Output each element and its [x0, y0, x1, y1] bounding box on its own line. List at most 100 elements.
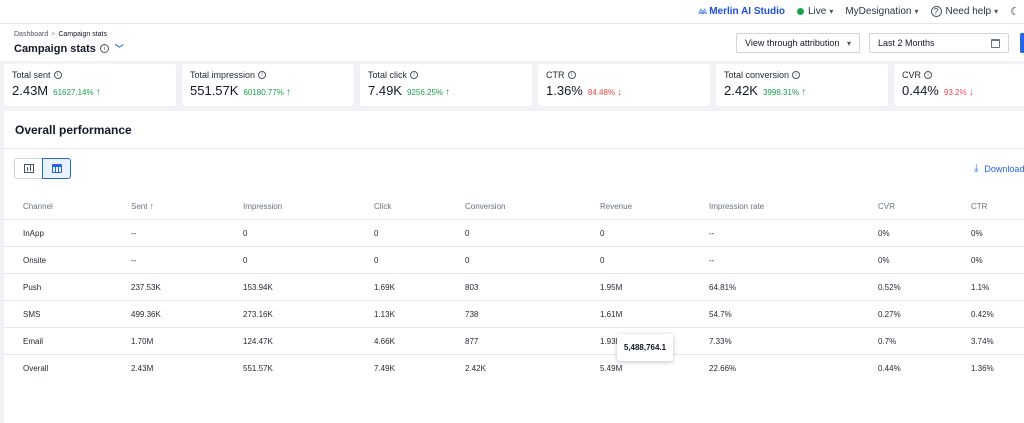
arrow-down-icon: ↓	[617, 87, 623, 98]
page-header: Dashboard > Campaign stats Campaign stats …	[0, 24, 1024, 61]
chevron-down-icon: ▾	[914, 7, 919, 16]
kpi-change: 60180.77% ↑	[243, 87, 290, 98]
date-range-picker[interactable]: Last 2 Months	[869, 33, 1009, 53]
table-cell: 1.70M	[131, 337, 154, 346]
live-environment-dropdown[interactable]: Live ▾	[796, 6, 833, 17]
top-navigation-bar: ⩓⩓ Merlin AI Studio Live ▾ MyDesignation…	[0, 0, 1024, 24]
kpi-change: 9256.25% ↑	[407, 87, 450, 98]
table-cell: 1.1%	[971, 283, 990, 292]
workspace-dropdown[interactable]: MyDesignation ▾	[845, 6, 918, 17]
kpi-label: Total sent	[12, 70, 51, 80]
table-cell: 64.81%	[709, 283, 737, 292]
help-dropdown[interactable]: ? Need help ▾	[930, 6, 998, 17]
overall-performance-panel: Overall performance ⤓ Download Channel S…	[4, 111, 1024, 423]
table-row: Onsite -- 0 0 0 0 -- 0% 0%	[4, 247, 1024, 274]
download-button[interactable]: ⤓ Download	[974, 163, 1024, 174]
kpi-card-total-sent: Total sent i 2.43M 61627.14% ↑	[4, 64, 176, 106]
kpi-card-cvr: CVR i 0.44% 93.2% ↓	[894, 64, 1024, 106]
kpi-card-ctr: CTR i 1.36% 84.48% ↓	[538, 64, 710, 106]
kpi-value: 2.43M	[12, 83, 49, 98]
chevron-down-icon[interactable]: ﹀	[114, 44, 124, 54]
table-cell: InApp	[23, 229, 44, 238]
info-icon[interactable]: i	[924, 71, 933, 79]
date-range-value: Last 2 Months	[878, 38, 935, 48]
arrow-up-icon: ↑	[445, 87, 451, 98]
info-icon[interactable]: i	[99, 44, 109, 53]
column-header-sent-label: Sent	[131, 202, 148, 211]
arrow-down-icon: ↓	[968, 87, 974, 98]
performance-table: Channel Sent ↑ Impression Click Conversio…	[4, 193, 1024, 382]
apply-button-edge[interactable]	[1020, 33, 1024, 53]
column-header-cvr[interactable]: CVR	[878, 202, 895, 211]
caret-down-icon: ▾	[846, 38, 851, 48]
kpi-change: 84.48% ↓	[588, 87, 622, 98]
arrow-up-icon: ↑	[95, 87, 101, 98]
page-title: Campaign stats i ﹀	[14, 42, 124, 55]
table-cell: 0.52%	[878, 283, 901, 292]
kpi-value: 7.49K	[368, 83, 402, 98]
table-row: Push 237.53K 153.94K 1.69K 803 1.95M 64.…	[4, 274, 1024, 301]
view-toggle	[14, 158, 71, 179]
breadcrumb-dashboard-link[interactable]: Dashboard	[14, 31, 49, 38]
column-header-click[interactable]: Click	[374, 202, 392, 211]
table-cell: 499.36K	[131, 310, 161, 319]
table-cell: SMS	[23, 310, 41, 319]
table-cell: 1.95M	[600, 283, 623, 292]
table-cell: 54.7%	[709, 310, 732, 319]
table-row: Email 1.70M 124.47K 4.66K 877 1.93M 7.33…	[4, 328, 1024, 355]
table-cell: --	[709, 229, 715, 238]
info-icon[interactable]: i	[53, 71, 62, 79]
kpi-value: 0.44%	[902, 83, 939, 98]
table-cell: 0%	[971, 256, 983, 265]
kpi-change: 61627.14% ↑	[53, 87, 100, 98]
attribution-select[interactable]: View through attribution ▾	[736, 33, 860, 53]
kpi-card-total-conversion: Total conversion i 2.42K 3998.31% ↑	[716, 64, 888, 106]
table-cell: 877	[465, 337, 479, 346]
table-cell: --	[131, 256, 137, 265]
table-view-button[interactable]	[42, 158, 71, 179]
column-header-revenue[interactable]: Revenue	[600, 202, 633, 211]
table-cell: 0	[243, 256, 248, 265]
table-row: SMS 499.36K 273.16K 1.13K 738 1.61M 54.7…	[4, 301, 1024, 328]
kpi-cards: Total sent i 2.43M 61627.14% ↑ Total impre…	[0, 64, 1024, 106]
table-cell: 153.94K	[243, 283, 273, 292]
table-cell: 7.49K	[374, 364, 395, 373]
info-icon[interactable]: i	[410, 71, 419, 79]
download-label: Download	[984, 163, 1024, 174]
calendar-icon	[991, 38, 1000, 48]
kpi-change-value: 3998.31%	[762, 88, 800, 97]
chart-view-button[interactable]	[14, 158, 43, 179]
sort-ascending-icon: ↑	[149, 201, 154, 211]
bar-chart-icon	[23, 164, 34, 173]
column-header-sent[interactable]: Sent ↑	[131, 193, 154, 220]
table-cell: 0	[465, 229, 470, 238]
info-icon[interactable]: i	[792, 71, 801, 79]
table-cell: 7.33%	[709, 337, 732, 346]
brand-label: Merlin AI Studio	[709, 6, 785, 17]
column-header-conversion[interactable]: Conversion	[465, 202, 506, 211]
kpi-label: CVR	[902, 70, 922, 80]
revenue-tooltip: 5,488,764.1	[617, 334, 673, 361]
kpi-change: 3998.31% ↑	[763, 87, 806, 98]
column-header-channel[interactable]: Channel	[23, 202, 53, 211]
info-icon[interactable]: i	[567, 71, 576, 79]
kpi-card-total-click: Total click i 7.49K 9256.25% ↑	[360, 64, 532, 106]
kpi-value: 551.57K	[190, 83, 239, 98]
merlin-ai-studio-link[interactable]: ⩓⩓ Merlin AI Studio	[698, 6, 785, 17]
table-cell: 0	[374, 229, 379, 238]
table-cell: 0%	[878, 229, 890, 238]
page-title-text: Campaign stats	[14, 42, 96, 55]
column-header-impression-rate[interactable]: Impression rate	[709, 202, 765, 211]
kpi-change-value: 61627.14%	[53, 88, 94, 97]
live-status-dot-icon	[796, 8, 804, 15]
info-icon[interactable]: i	[258, 71, 267, 79]
table-cell: 2.42K	[465, 364, 486, 373]
table-cell: 3.74%	[971, 337, 994, 346]
column-header-ctr[interactable]: CTR	[971, 202, 988, 211]
arrow-up-icon: ↑	[285, 87, 291, 98]
kpi-change: 93.2% ↓	[944, 87, 974, 98]
table-cell: 1.36%	[971, 364, 994, 373]
theme-toggle-button[interactable]: ☾	[1010, 5, 1020, 18]
column-header-impression[interactable]: Impression	[243, 202, 283, 211]
table-cell: 0.42%	[971, 310, 994, 319]
